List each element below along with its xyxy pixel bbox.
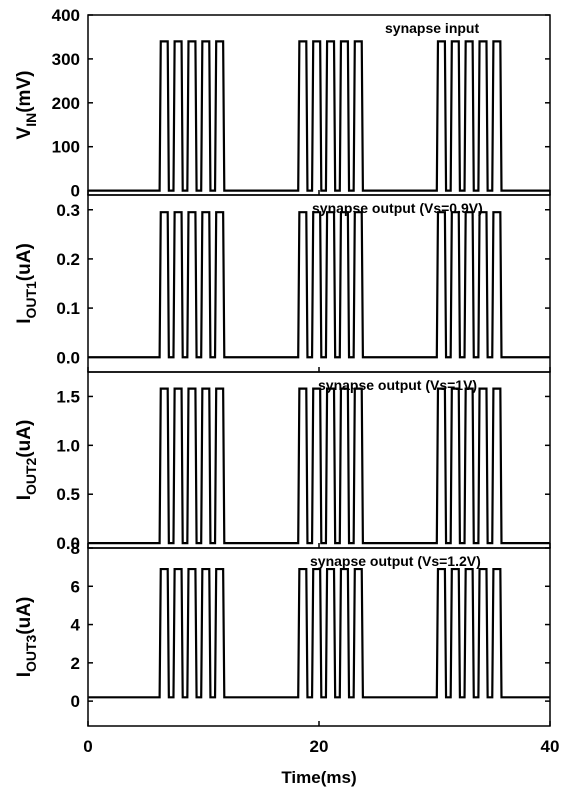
y-axis-label-unit: (uA) [14, 420, 35, 458]
y-axis-label-unit: (uA) [14, 597, 35, 635]
series-trace [88, 567, 550, 699]
panel-frame [87, 371, 551, 549]
y-tick-label: 0 [71, 692, 80, 711]
y-axis-label-main: I [14, 495, 35, 500]
series-trace [88, 387, 550, 545]
panel-annotation: synapse output (Vs=1.2V) [310, 553, 481, 569]
panel-frame [87, 194, 551, 373]
x-tick-label: 0 [83, 737, 92, 756]
x-axis-label: Time(ms) [281, 768, 356, 787]
y-axis-label: VIN(mV) [14, 71, 39, 140]
y-axis-label-unit: (mV) [14, 71, 35, 113]
y-tick-label: 8 [71, 539, 80, 558]
y-tick-label: 400 [52, 6, 80, 25]
y-tick-label: 6 [71, 577, 80, 596]
y-tick-label: 0.2 [56, 250, 80, 269]
panel-4: 0 2 4 6 8 IOUT3(uA) synapse output (Vs=1.2V) [14, 539, 551, 727]
y-tick-label: 200 [52, 94, 80, 113]
y-axis-label-main: V [14, 126, 35, 139]
panel-annotation: synapse output (Vs=0.9V) [312, 200, 483, 216]
series-trace [88, 40, 550, 192]
y-tick-label: 0.1 [56, 299, 80, 318]
y-tick-label: 4 [71, 616, 81, 635]
y-tick-label: 0.0 [56, 534, 80, 553]
y-axis-label: IOUT2(uA) [14, 420, 39, 501]
y-tick-label: 0.5 [56, 485, 80, 504]
y-tick-label: 300 [52, 50, 80, 69]
y-axis-label: IOUT3(uA) [14, 597, 39, 678]
y-axis-label-subscript: OUT1 [23, 281, 39, 319]
y-axis-label-subscript: IN [23, 113, 39, 127]
y-axis-label: IOUT1(uA) [14, 243, 39, 324]
y-axis-label-subscript: OUT3 [23, 634, 39, 672]
panel-frame [87, 547, 551, 727]
y-axis-label-subscript: OUT2 [23, 457, 39, 495]
panel-1: 0 100 200 300 400 VIN(mV) synapse input [14, 6, 551, 201]
y-tick-label: 1.0 [56, 436, 80, 455]
y-tick-label: 100 [52, 138, 80, 157]
y-tick-label: 0.0 [56, 348, 80, 367]
x-tick-label: 40 [541, 737, 560, 756]
y-tick-label: 2 [71, 654, 80, 673]
y-tick-label: 0.3 [56, 201, 80, 220]
series-trace [88, 211, 550, 359]
y-axis-label-main: I [14, 672, 35, 677]
panel-annotation: synapse input [385, 20, 479, 36]
y-axis-label-unit: (uA) [14, 243, 35, 281]
x-tick-label: 20 [310, 737, 329, 756]
y-tick-label: 1.5 [56, 387, 80, 406]
y-tick-label: 0 [71, 182, 80, 201]
panel-2: 0.0 0.1 0.2 0.3 IOUT1(uA) synapse output (Vs=… [14, 194, 551, 373]
y-axis-label-main: I [14, 319, 35, 324]
